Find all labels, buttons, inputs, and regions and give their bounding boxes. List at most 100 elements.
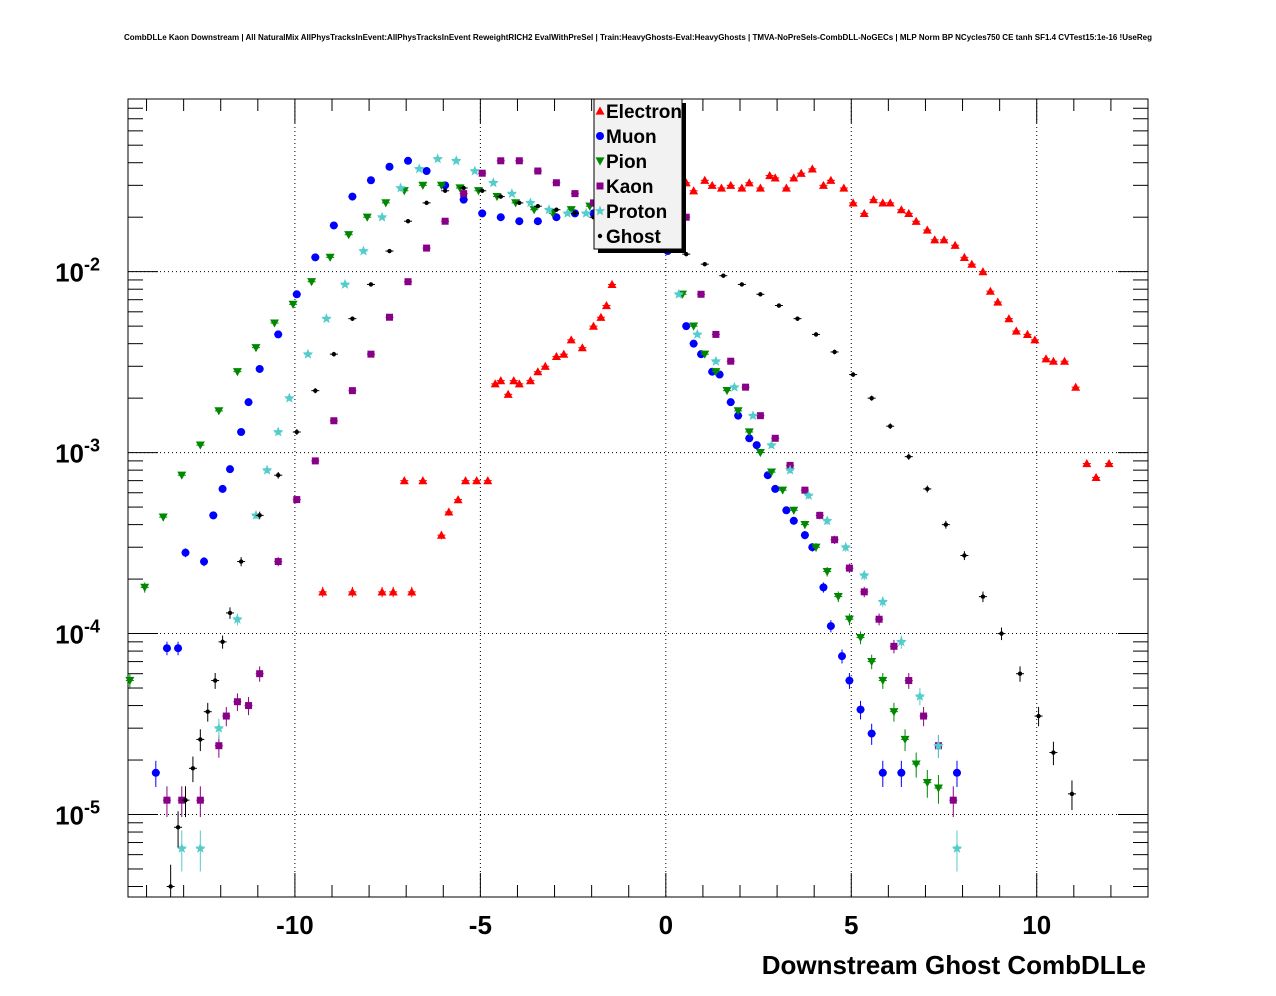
- data-point: [1022, 329, 1032, 339]
- data-point: [867, 657, 877, 667]
- data-point: [1041, 354, 1051, 363]
- data-point: [395, 182, 406, 193]
- data-point: [218, 484, 227, 493]
- series-ghost: [166, 185, 1076, 897]
- data-point: [727, 357, 735, 365]
- data-point: [534, 167, 542, 175]
- data-point: [533, 367, 543, 376]
- data-point: [845, 676, 854, 685]
- data-point: [796, 168, 806, 177]
- data-point: [424, 200, 429, 206]
- data-point: [922, 225, 932, 234]
- data-point: [183, 797, 188, 803]
- data-point: [589, 199, 597, 207]
- data-point: [566, 206, 576, 215]
- data-point: [949, 796, 957, 804]
- data-point: [227, 610, 233, 616]
- data-point: [682, 322, 691, 331]
- data-point: [404, 156, 413, 165]
- data-point: [344, 231, 354, 240]
- data-point: [801, 486, 809, 494]
- data-point: [339, 278, 351, 289]
- data-point: [1069, 791, 1075, 797]
- data-point: [822, 567, 832, 577]
- data-point: [387, 248, 392, 254]
- data-point: [195, 441, 205, 450]
- data-point: [689, 339, 698, 348]
- data-point: [552, 179, 560, 187]
- data-point: [689, 322, 699, 331]
- data-point: [877, 596, 888, 607]
- x-tick-label: 0: [659, 910, 673, 940]
- data-point: [461, 476, 471, 485]
- data-point: [529, 206, 539, 215]
- data-point: [800, 531, 809, 540]
- data-point: [850, 372, 856, 377]
- data-point: [925, 486, 930, 492]
- data-point: [237, 427, 246, 436]
- data-point: [726, 398, 735, 407]
- data-point: [781, 183, 791, 192]
- data-point: [572, 211, 578, 216]
- data-point: [819, 583, 828, 592]
- data-point: [1051, 750, 1056, 755]
- data-point: [1036, 713, 1041, 719]
- series-kaon: [162, 157, 958, 818]
- data-point: [684, 251, 689, 257]
- data-point: [1011, 326, 1021, 335]
- data-point: [580, 207, 592, 218]
- data-point: [1071, 382, 1081, 391]
- data-point: [294, 429, 299, 435]
- data-point: [245, 702, 253, 710]
- data-point: [488, 177, 499, 188]
- data-point: [844, 615, 854, 624]
- data-point: [726, 180, 736, 189]
- data-point: [776, 303, 782, 308]
- data-point: [682, 213, 690, 221]
- data-point: [478, 169, 486, 177]
- data-point: [920, 712, 928, 720]
- data-point: [566, 335, 576, 344]
- data-point: [896, 636, 907, 647]
- data-point: [497, 157, 505, 165]
- legend-marker-electron: [595, 106, 605, 115]
- data-point: [950, 240, 960, 249]
- data-point: [196, 796, 204, 804]
- data-point: [904, 208, 914, 217]
- data-point: [821, 515, 833, 526]
- data-point: [498, 194, 503, 199]
- data-point: [552, 213, 561, 222]
- data-point: [756, 412, 764, 420]
- data-point: [816, 511, 824, 519]
- data-point: [789, 173, 799, 182]
- data-point: [329, 221, 338, 230]
- y-tick-label: 10-3: [55, 436, 100, 469]
- data-point: [745, 434, 754, 443]
- data-point: [436, 181, 446, 190]
- data-point: [734, 411, 743, 420]
- data-point: [826, 622, 835, 631]
- data-point: [140, 583, 150, 592]
- data-point: [832, 349, 837, 355]
- data-point: [818, 180, 828, 189]
- data-point: [212, 678, 218, 683]
- data-point: [407, 587, 417, 596]
- data-point: [789, 506, 799, 515]
- data-point: [744, 178, 754, 187]
- data-point: [543, 204, 555, 215]
- data-point: [385, 313, 393, 321]
- data-point: [911, 760, 921, 769]
- data-point: [914, 690, 926, 701]
- data-point: [859, 208, 869, 217]
- data-point: [388, 587, 398, 596]
- data-point: [276, 473, 281, 478]
- data-point: [307, 278, 317, 287]
- data-point: [472, 476, 482, 485]
- y-tick-label: 10-5: [55, 798, 100, 831]
- data-point: [747, 410, 759, 421]
- data-point: [461, 185, 466, 191]
- data-point: [758, 292, 763, 297]
- data-point: [540, 361, 550, 370]
- data-point: [596, 312, 606, 321]
